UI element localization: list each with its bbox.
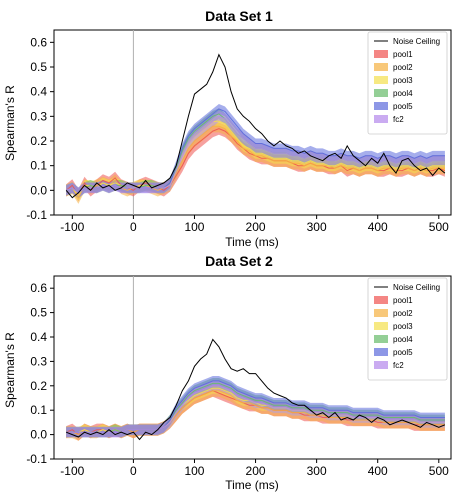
legend-swatch-pool3 [374, 322, 388, 330]
y-tick-label: 0.0 [30, 428, 47, 442]
legend-label: pool1 [393, 50, 413, 59]
x-tick-label: 500 [429, 464, 449, 478]
legend-label: pool5 [393, 348, 413, 357]
plot-frame [53, 29, 452, 216]
x-tick-label: -100 [60, 220, 84, 234]
y-tick-label: 0.0 [30, 183, 47, 197]
x-tick-label: 200 [246, 464, 266, 478]
series-line-fc2 [66, 115, 445, 194]
series-band-fc2 [66, 110, 445, 199]
chart-title: Data Set 1 [205, 8, 273, 24]
legend-swatch-pool4 [374, 89, 388, 97]
y-tick-label: 0.4 [30, 85, 47, 99]
y-tick-label: -0.1 [26, 208, 47, 222]
legend-label: pool1 [393, 296, 413, 305]
legend-label: pool4 [393, 89, 413, 98]
legend-label: pool2 [393, 63, 413, 72]
legend-label: pool3 [393, 322, 413, 331]
y-tick-label: 0.3 [30, 354, 47, 368]
x-tick-label: 0 [130, 220, 137, 234]
y-tick-label: -0.1 [26, 452, 47, 466]
y-tick-label: 0.3 [30, 109, 47, 123]
legend-swatch-pool4 [374, 335, 388, 343]
legend-swatch-fc2 [374, 361, 388, 369]
legend: Noise Ceiling pool1 pool2 pool3 pool4 pool5 fc… [367, 31, 448, 135]
series-line-pool2 [66, 125, 445, 199]
y-axis-label: Spearman's R [3, 85, 17, 161]
x-tick-label: 400 [368, 220, 388, 234]
chart-panel-data-set-1: Data Set 1 Time (ms) Spearman's R -100 0 1… [3, 8, 452, 249]
noise-ceiling-line [66, 338, 446, 441]
x-axis-label: Time (ms) [225, 235, 279, 249]
legend-swatch-pool3 [374, 76, 388, 84]
legend-swatch-fc2 [374, 115, 388, 123]
legend-label: pool2 [393, 309, 413, 318]
x-axis-label: Time (ms) [225, 478, 279, 492]
legend-label: pool4 [393, 335, 413, 344]
series-band-pool3 [66, 115, 445, 201]
legend-label: Noise Ceiling [393, 37, 440, 46]
legend-swatch-pool1 [374, 50, 388, 58]
legend-label: fc2 [393, 115, 404, 124]
y-tick-label: 0.5 [30, 306, 47, 320]
legend-swatch-pool5 [374, 348, 388, 356]
x-tick-label: 200 [246, 220, 266, 234]
y-tick-label: 0.4 [30, 330, 47, 344]
series-band-fc2 [66, 380, 445, 438]
legend-label: Noise Ceiling [393, 283, 440, 292]
legend-label: pool5 [393, 102, 413, 111]
legend-swatch-pool5 [374, 102, 388, 110]
x-tick-label: 100 [184, 464, 204, 478]
chart-title: Data Set 2 [205, 253, 273, 269]
x-tick-label: 100 [184, 220, 204, 234]
y-tick-label: 0.2 [30, 379, 47, 393]
y-tick-label: 0.1 [30, 403, 47, 417]
y-tick-label: 0.6 [30, 35, 47, 49]
y-tick-label: 0.2 [30, 134, 47, 148]
legend: Noise Ceiling pool1 pool2 pool3 pool4 pool5 fc… [367, 277, 448, 381]
x-tick-label: 300 [307, 464, 327, 478]
x-tick-label: 0 [130, 464, 137, 478]
y-tick-label: 0.1 [30, 159, 47, 173]
legend-label: fc2 [393, 361, 404, 370]
noise-ceiling-line [65, 53, 446, 199]
legend-swatch-pool1 [374, 296, 388, 304]
x-tick-label: 500 [429, 220, 449, 234]
plot-frame [53, 275, 452, 460]
x-tick-label: 400 [368, 464, 388, 478]
y-axis-label: Spearman's R [3, 332, 17, 408]
x-tick-label: 300 [307, 220, 327, 234]
legend-swatch-pool2 [374, 309, 388, 317]
series-band-pool2 [66, 120, 445, 204]
legend-label: pool3 [393, 76, 413, 85]
chart-panel-data-set-2: Data Set 2 Time (ms) Spearman's R -100 0 1… [3, 253, 452, 492]
legend-swatch-pool2 [374, 63, 388, 71]
y-tick-label: 0.5 [30, 60, 47, 74]
y-tick-label: 0.6 [30, 281, 47, 295]
x-tick-label: -100 [60, 464, 84, 478]
series-line-pool2 [66, 390, 445, 436]
